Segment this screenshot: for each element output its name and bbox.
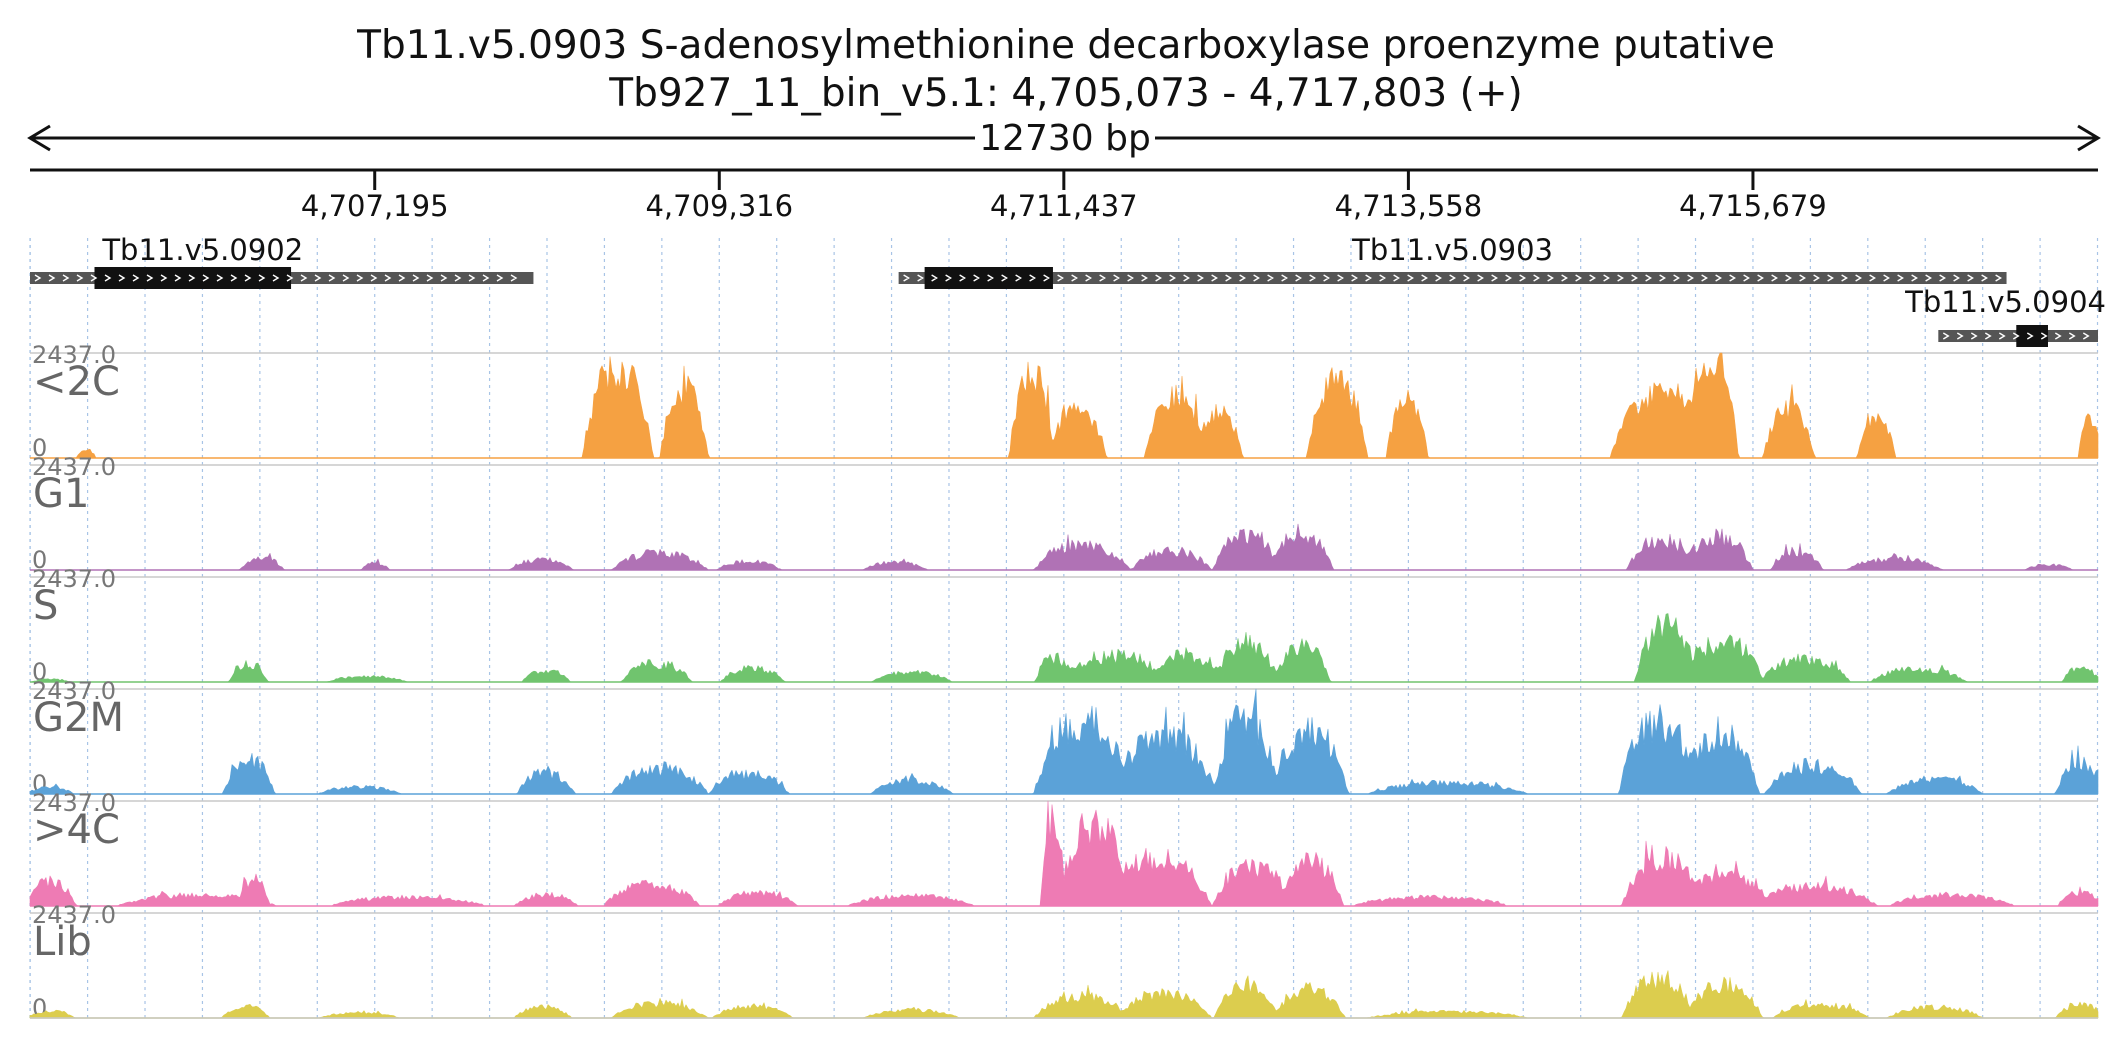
tick-label: 4,707,195 [301,189,449,223]
track-max-label: 2437.0 [32,453,116,481]
axis-ticks: 4,707,195 4,709,316 4,711,437 4,713,558 4,71… [301,170,1827,223]
coverage-area [29,613,2099,683]
gene-label: Tb11.v5.0902 [101,233,303,267]
coverage-tracks: <2C2437.00G12437.00S2437.00G2M2437.00>4C… [29,341,2099,1022]
span-label: 12730 bp [979,118,1151,159]
track-name: S [33,583,58,629]
gene-body [898,272,2007,284]
span-arrowhead-right [2077,124,2101,152]
tick-label: 4,711,437 [990,189,1138,223]
track-max-label: 2437.0 [32,341,116,369]
chart-title: Tb11.v5.0903 S-adenosylmethionine decarb… [356,23,1775,68]
chart-subtitle: Tb927_11_bin_v5.1: 4,705,073 - 4,717,803… [608,71,1522,116]
span-ruler: 12730 bp [27,118,2101,159]
gene-cds [924,267,1053,289]
track-max-label: 2437.0 [32,677,116,705]
strand-arrows [34,274,518,282]
gene-label: Tb11.v5.0904 [1904,285,2106,319]
strand-arrows [1942,332,2090,340]
coverage-area [29,688,2099,795]
gene-label: Tb11.v5.0903 [1351,233,1553,267]
track-max-label: 2437.0 [32,901,116,929]
coverage-area [29,352,2099,459]
tick-label: 4,713,558 [1335,189,1483,223]
tick-label: 4,715,679 [1679,189,1827,223]
strand-arrows [903,274,2002,282]
track-min-label: 0 [32,546,47,574]
track-max-label: 2437.0 [32,789,116,817]
coverage-area [29,800,2099,907]
track-name: G2M [33,695,124,741]
span-arrowhead-left [27,124,51,152]
gene-models: Tb11.v5.0902 Tb11.v5.0903 Tb11.v5.0904 [30,233,2106,347]
track-name: G1 [33,471,89,517]
coverage-area [29,970,2099,1019]
track-max-label: 2437.0 [32,565,116,593]
coverage-area [29,523,2099,571]
track-name: Lib [33,919,92,965]
track-name: <2C [33,359,120,405]
tick-label: 4,709,316 [645,189,793,223]
track-min-label: 0 [32,434,47,462]
track-name: >4C [33,807,120,853]
